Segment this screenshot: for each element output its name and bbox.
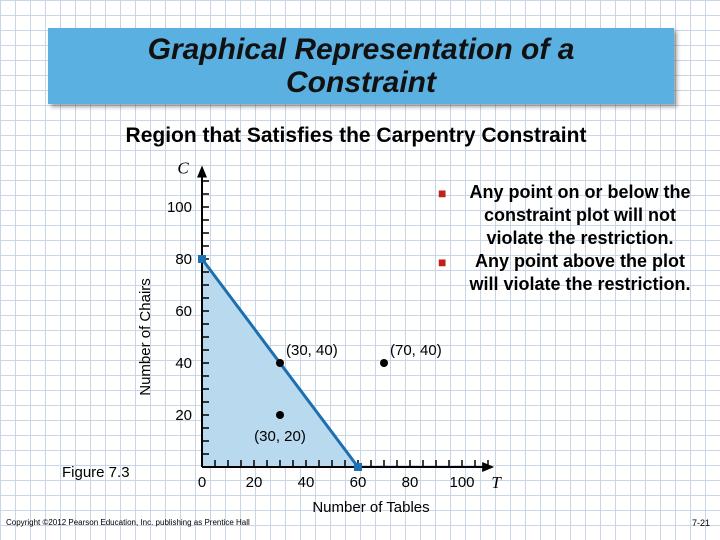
- y-axis-arrow: [197, 165, 207, 178]
- x-tick-label: 0: [198, 474, 206, 491]
- y-axis-symbol: C: [177, 158, 189, 177]
- data-point: [276, 411, 284, 419]
- bullet-text: Any point above the plot will violate th…: [469, 251, 691, 294]
- x-axis-arrow: [482, 462, 495, 472]
- copyright-notice: Copyright ©2012 Pearson Education, Inc. …: [6, 518, 250, 527]
- constraint-endpoint-marker: [354, 463, 362, 471]
- title-bar: Graphical Representation of a Constraint: [48, 28, 674, 104]
- y-ticks: 20 40 60 80 100: [167, 199, 209, 424]
- x-tick-label: 20: [246, 474, 263, 491]
- data-points: (30, 40) (70, 40) (30, 20): [254, 342, 442, 445]
- figure-label: Figure 7.3: [62, 464, 130, 481]
- bullet-item: ■ Any point above the plot will violate …: [438, 250, 700, 296]
- constraint-endpoint-marker: [198, 255, 206, 263]
- x-axis-title: Number of Tables: [312, 499, 429, 516]
- y-tick-label: 60: [175, 303, 192, 320]
- line-endpoints: [198, 255, 362, 471]
- x-tick-label: 40: [298, 474, 315, 491]
- y-tick-label: 20: [175, 407, 192, 424]
- x-axis-symbol: T: [491, 473, 502, 492]
- data-point-label: (30, 40): [286, 342, 338, 359]
- data-point: [276, 359, 284, 367]
- x-ticks: 0 20 40 60 80 100: [198, 460, 475, 491]
- x-tick-label: 80: [402, 474, 419, 491]
- square-bullet-icon: ■: [438, 185, 447, 201]
- x-tick-label: 60: [350, 474, 367, 491]
- slide-number: 7-21: [691, 518, 710, 528]
- square-bullet-icon: ■: [438, 254, 447, 270]
- bullet-item: ■ Any point on or below the constraint p…: [438, 181, 700, 250]
- bullet-text: Any point on or below the constraint plo…: [469, 182, 691, 248]
- slide-title: Graphical Representation of a Constraint: [147, 33, 575, 99]
- data-point-label: (30, 20): [254, 428, 306, 445]
- y-tick-label: 80: [175, 251, 192, 268]
- y-tick-label: 40: [175, 355, 192, 372]
- data-point-label: (70, 40): [390, 342, 442, 359]
- x-tick-label: 100: [449, 474, 474, 491]
- y-tick-label: 100: [167, 199, 192, 216]
- minor-ticks: [202, 180, 489, 467]
- chart-subtitle: Region that Satisfies the Carpentry Cons…: [125, 124, 587, 147]
- bullet-list: ■ Any point on or below the constraint p…: [438, 181, 700, 296]
- data-point: [380, 359, 388, 367]
- y-axis-title: Number of Chairs: [137, 278, 154, 396]
